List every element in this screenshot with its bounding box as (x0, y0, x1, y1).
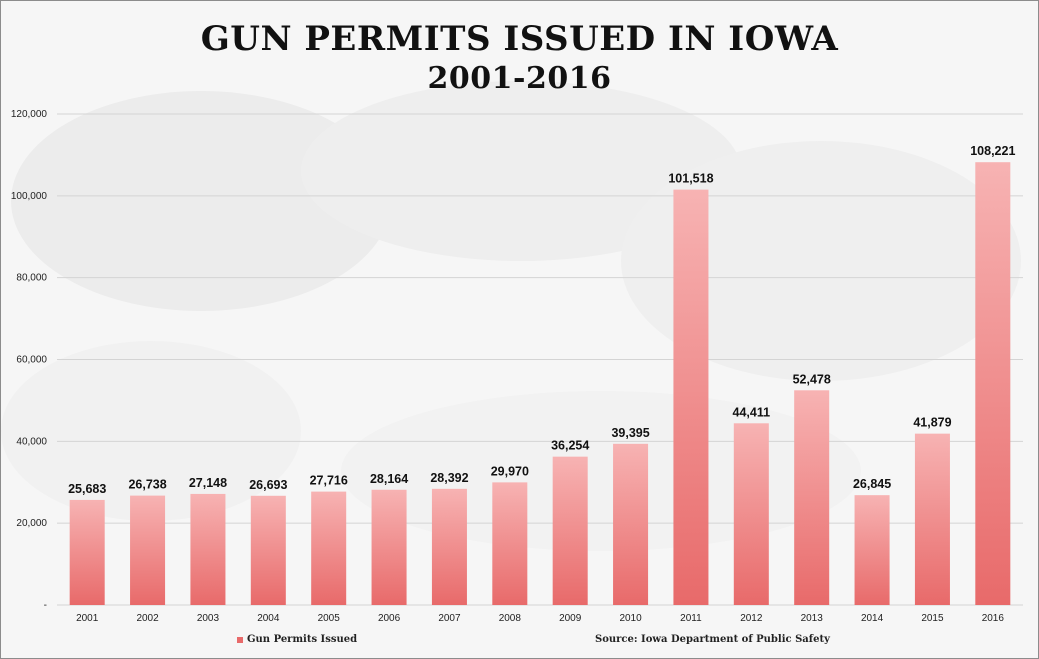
data-label-2003: 27,148 (189, 476, 227, 490)
bar-2013 (794, 390, 830, 605)
x-tick-label-2002: 2002 (136, 613, 159, 624)
chart-subtitle: 2001-2016 (427, 61, 612, 96)
bar-2002 (130, 495, 166, 605)
y-tick-label: 120,000 (11, 109, 48, 120)
x-tick-label-2008: 2008 (499, 613, 522, 624)
x-tick-label-2009: 2009 (559, 613, 582, 624)
x-tick-label-2004: 2004 (257, 613, 280, 624)
y-axis: - 20,000 40,000 60,000 80,000 100,000 120,000 (11, 109, 48, 611)
x-tick-label-2012: 2012 (740, 613, 763, 624)
data-label-2006: 28,164 (370, 472, 408, 486)
legend: Gun Permits Issued (237, 634, 357, 645)
bar-2014 (854, 495, 890, 605)
data-label-2002: 26,738 (128, 478, 166, 492)
bar-2006 (371, 489, 407, 605)
x-tick-label-2011: 2011 (680, 613, 702, 624)
data-label-2010: 39,395 (611, 426, 649, 440)
data-label-2013: 52,478 (793, 372, 831, 386)
bar-2007 (431, 488, 467, 605)
bar-2003 (190, 493, 226, 605)
y-tick-label: 60,000 (16, 355, 47, 366)
x-tick-label-2014: 2014 (861, 613, 884, 624)
x-tick-label-2005: 2005 (318, 613, 341, 624)
data-labels: 25,683 26,738 27,148 26,693 27,716 28,164 28,3… (68, 144, 1015, 496)
data-label-2014: 26,845 (853, 477, 891, 491)
bar-2001 (69, 499, 105, 605)
data-label-2015: 41,879 (913, 416, 951, 430)
x-axis: 2001 2002 2003 2004 2005 2006 2007 2008 2009 2010… (76, 613, 1004, 624)
data-label-2016: 108,221 (970, 144, 1015, 158)
bar-2015 (914, 433, 950, 605)
x-tick-label-2016: 2016 (982, 613, 1005, 624)
x-tick-label-2007: 2007 (438, 613, 461, 624)
y-tick-label: 20,000 (16, 518, 47, 529)
bar-2011 (673, 189, 709, 605)
bar-2009 (552, 456, 588, 605)
legend-label: Gun Permits Issued (247, 634, 358, 645)
data-label-2009: 36,254 (551, 439, 589, 453)
y-tick-label: 80,000 (16, 273, 47, 284)
data-label-2005: 27,716 (310, 474, 348, 488)
data-label-2007: 28,392 (430, 471, 468, 485)
bar-2008 (492, 482, 528, 605)
y-tick-label: 40,000 (16, 436, 47, 447)
x-tick-label-2010: 2010 (619, 613, 642, 624)
bar-2016 (975, 162, 1011, 605)
legend-swatch (237, 636, 243, 643)
x-tick-label-2013: 2013 (801, 613, 824, 624)
y-tick-label: 100,000 (11, 191, 48, 202)
bar-2010 (613, 443, 649, 605)
bars (69, 162, 1011, 605)
data-label-2008: 29,970 (491, 464, 529, 478)
x-tick-label-2001: 2001 (76, 613, 99, 624)
data-label-2001: 25,683 (68, 482, 106, 496)
source-note: Source: Iowa Department of Public Safety (595, 634, 830, 645)
bar-2012 (733, 423, 769, 605)
bar-2004 (250, 495, 286, 605)
data-label-2011: 101,518 (668, 172, 713, 186)
chart-title: GUN PERMITS ISSUED IN IOWA (200, 19, 839, 59)
y-tick-label: - (44, 600, 47, 611)
x-tick-label-2015: 2015 (921, 613, 944, 624)
x-tick-label-2003: 2003 (197, 613, 220, 624)
bar-2005 (311, 491, 347, 605)
x-tick-label-2006: 2006 (378, 613, 401, 624)
data-label-2004: 26,693 (249, 478, 287, 492)
data-label-2012: 44,411 (733, 405, 771, 419)
